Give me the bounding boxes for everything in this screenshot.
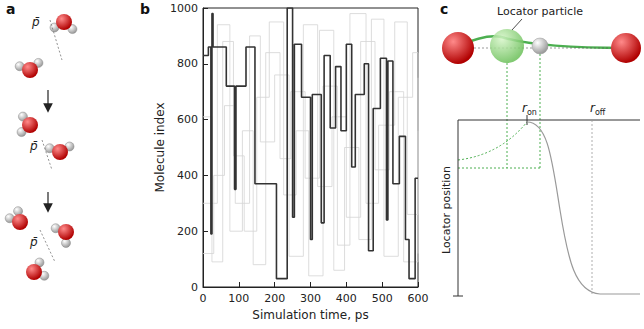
svg-text:p̄: p̄ xyxy=(31,15,40,29)
svg-text:Locator position: Locator position xyxy=(440,166,453,254)
svg-text:500: 500 xyxy=(372,292,393,305)
svg-text:0: 0 xyxy=(200,292,207,305)
svg-text:p̄: p̄ xyxy=(29,235,38,249)
svg-text:b: b xyxy=(140,1,150,17)
svg-text:200: 200 xyxy=(264,292,285,305)
svg-text:200: 200 xyxy=(177,225,198,238)
svg-text:800: 800 xyxy=(177,57,198,70)
svg-text:600: 600 xyxy=(177,113,198,126)
svg-text:Molecule index: Molecule index xyxy=(153,103,167,193)
svg-text:Locator particle: Locator particle xyxy=(497,5,583,18)
svg-text:c: c xyxy=(440,1,448,17)
svg-text:a: a xyxy=(6,1,15,17)
svg-text:roff: roff xyxy=(590,101,606,117)
svg-text:Simulation time, ps: Simulation time, ps xyxy=(252,308,368,322)
svg-text:p̄: p̄ xyxy=(29,139,38,153)
svg-text:600: 600 xyxy=(408,292,429,305)
svg-text:0: 0 xyxy=(191,281,198,294)
svg-text:400: 400 xyxy=(177,169,198,182)
svg-text:100: 100 xyxy=(228,292,249,305)
svg-text:400: 400 xyxy=(336,292,357,305)
svg-text:300: 300 xyxy=(300,292,321,305)
svg-text:1000: 1000 xyxy=(170,2,198,15)
svg-text:ron: ron xyxy=(522,101,537,117)
